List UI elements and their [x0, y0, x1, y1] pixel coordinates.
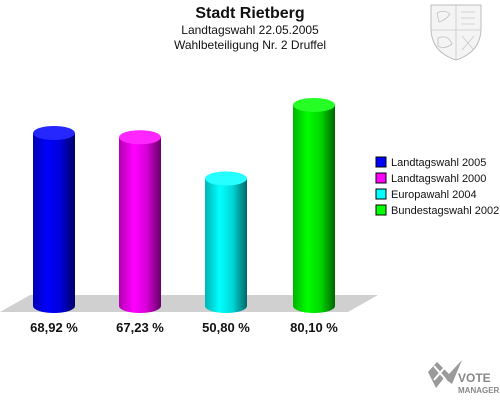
- coat-of-arms-icon: [430, 4, 482, 61]
- bar-body: [205, 178, 247, 313]
- legend-label: Landtagswahl 2005: [391, 157, 486, 169]
- vote-manager-logo-icon: [428, 360, 462, 388]
- legend-label: Bundestagswahl 2002: [391, 205, 499, 217]
- legend-label: Europawahl 2004: [391, 189, 477, 201]
- chart-title: Stadt Rietberg: [195, 5, 304, 22]
- bar-group: [33, 97, 335, 313]
- bar-top: [205, 171, 247, 186]
- bar-top: [33, 126, 75, 141]
- value-label: 68,92 %: [30, 320, 78, 335]
- bar: [205, 171, 247, 313]
- legend-swatch: [375, 204, 387, 216]
- legend: Landtagswahl 2005 Landtagswahl 2000 Europa…: [375, 156, 499, 217]
- bar-body: [33, 133, 75, 313]
- legend-label: Landtagswahl 2000: [391, 173, 486, 185]
- chart-floor: [0, 295, 378, 312]
- value-label: 67,23 %: [116, 320, 164, 335]
- bar: [293, 97, 335, 313]
- bar-top: [119, 130, 161, 145]
- value-label: 80,10 %: [290, 320, 338, 335]
- bar-body: [119, 137, 161, 313]
- chart-subtitle-line-2: Wahlbeteiligung Nr. 2 Druffel: [174, 38, 326, 52]
- value-label: 50,80 %: [202, 320, 250, 335]
- vote-manager-logo-line2: MANAGER: [458, 386, 500, 395]
- value-label-group: 68,92 % 67,23 % 50,80 % 80,10 %: [30, 320, 338, 335]
- bar-top: [293, 97, 335, 112]
- bar: [33, 126, 75, 313]
- bar-body: [293, 104, 335, 313]
- chart-subtitle-line-1: Landtagswahl 22.05.2005: [181, 23, 319, 37]
- vote-manager-logo-line1: VOTE: [458, 371, 491, 385]
- legend-swatch: [375, 172, 387, 184]
- legend-swatch: [375, 188, 387, 200]
- legend-swatch: [375, 156, 387, 168]
- bar: [119, 130, 161, 313]
